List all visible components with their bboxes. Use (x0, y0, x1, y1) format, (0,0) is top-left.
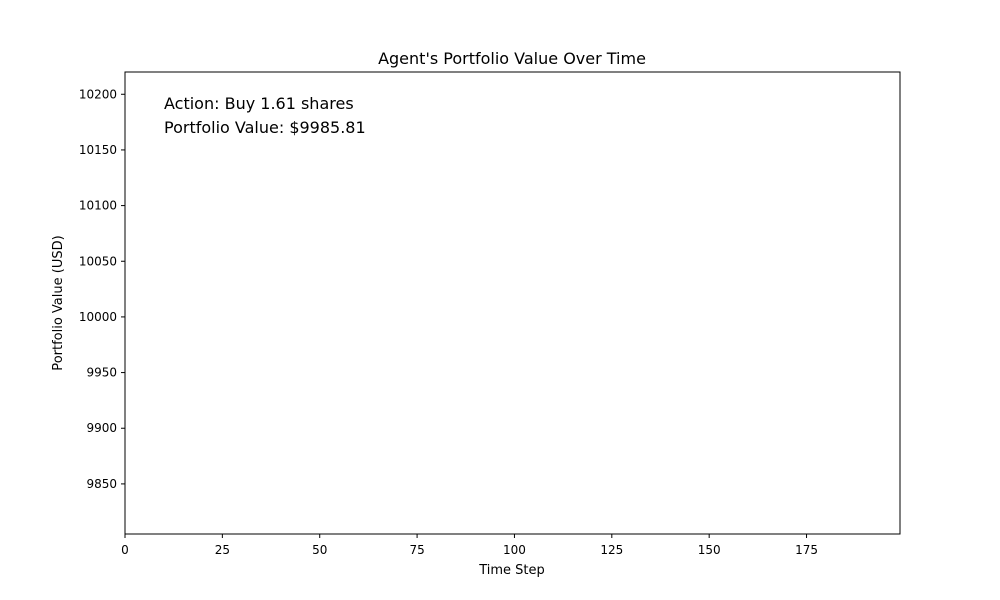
y-tick-label: 9850 (86, 477, 117, 491)
y-tick-label: 10050 (79, 254, 117, 268)
x-axis-label: Time Step (478, 563, 545, 578)
y-tick-label: 9900 (86, 421, 117, 435)
x-tick-label: 0 (121, 543, 129, 557)
x-tick-label: 100 (503, 543, 526, 557)
chart-title: Agent's Portfolio Value Over Time (378, 49, 646, 68)
y-tick-label: 10100 (79, 199, 117, 213)
x-tick-label: 150 (698, 543, 721, 557)
x-axis-ticks: 0 25 50 75 100 125 150 175 (121, 534, 818, 557)
plot-area (124, 71, 901, 535)
portfolio-value-annotation: Portfolio Value: $9985.81 (164, 118, 366, 137)
x-tick-label: 175 (795, 543, 818, 557)
x-tick-label: 25 (215, 543, 230, 557)
y-tick-label: 10000 (79, 310, 117, 324)
y-axis-ticks: 9850 9900 9950 10000 10050 10100 10150 10200 (79, 87, 125, 491)
y-axis-label: Portfolio Value (USD) (51, 235, 66, 370)
action-annotation: Action: Buy 1.61 shares (164, 94, 354, 113)
y-tick-label: 10200 (79, 87, 117, 101)
y-tick-label: 10150 (79, 143, 117, 157)
x-tick-label: 50 (312, 543, 327, 557)
x-tick-label: 125 (600, 543, 623, 557)
y-tick-label: 9950 (86, 366, 117, 380)
x-tick-label: 75 (409, 543, 424, 557)
